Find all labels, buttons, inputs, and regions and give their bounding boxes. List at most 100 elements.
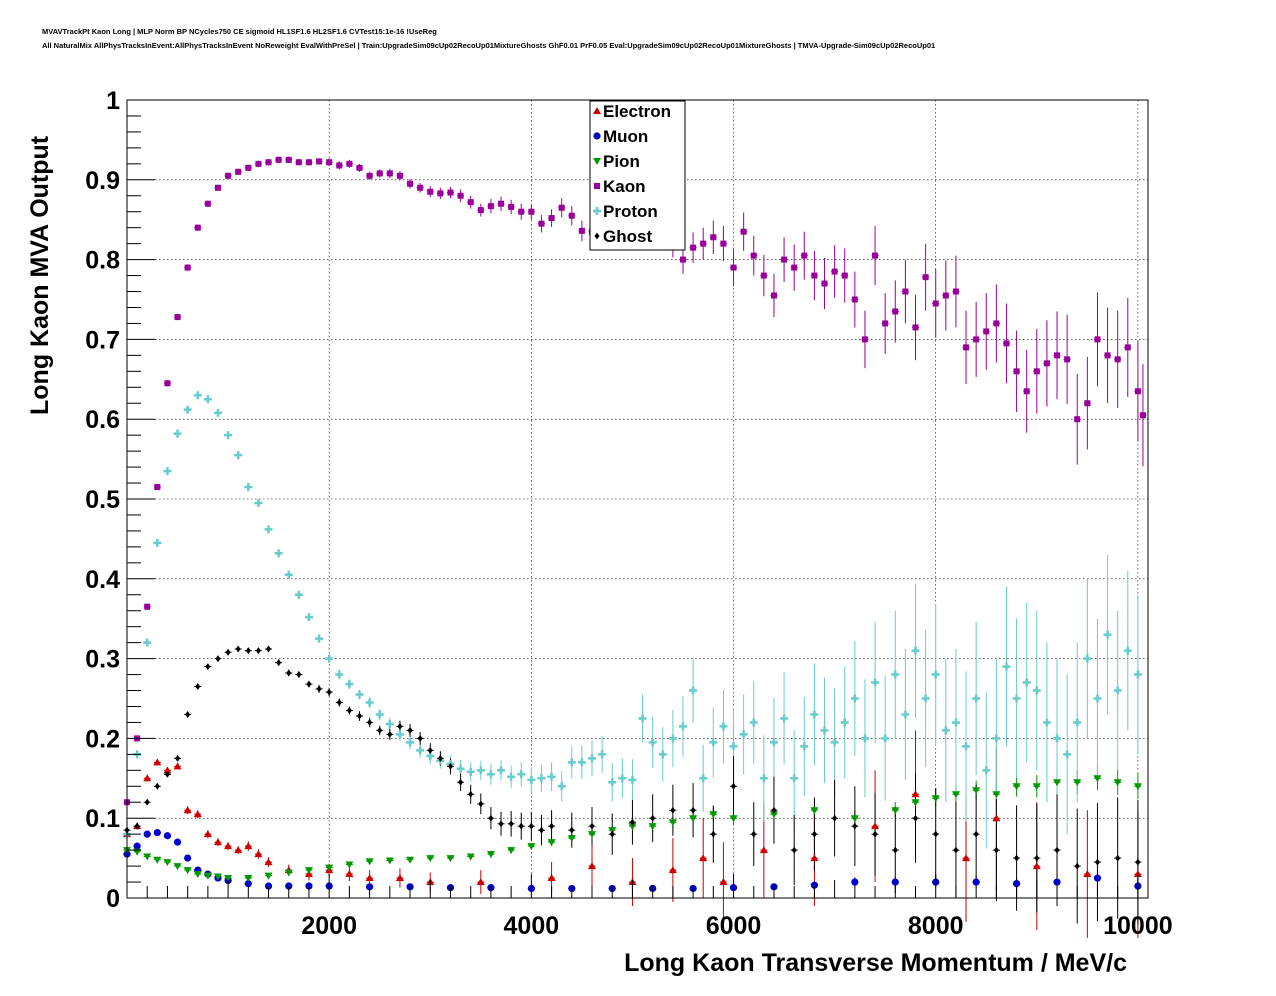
proton-point xyxy=(860,734,869,743)
muon-point xyxy=(184,854,192,862)
proton-point xyxy=(153,538,162,547)
kaon-point xyxy=(386,170,393,177)
ghost-point xyxy=(690,806,696,814)
y-tick-label: 0.7 xyxy=(85,326,120,354)
proton-point xyxy=(931,670,940,679)
muon-point xyxy=(810,881,819,889)
kaon-point xyxy=(882,320,889,327)
electron-point xyxy=(1133,870,1142,878)
kaon-point xyxy=(204,200,211,207)
proton-point xyxy=(598,750,607,759)
kaon-point xyxy=(407,180,414,187)
kaon-point xyxy=(963,344,970,351)
electron-point xyxy=(668,866,677,874)
electron-point xyxy=(395,874,404,882)
pion-point xyxy=(325,864,334,872)
proton-point xyxy=(759,774,768,783)
ghost-point xyxy=(1034,854,1040,862)
pion-point xyxy=(203,872,212,880)
kaon-point xyxy=(1124,344,1131,351)
kaon-point xyxy=(993,320,1000,327)
ghost-point xyxy=(357,712,363,720)
proton-point xyxy=(840,718,849,727)
ghost-point xyxy=(346,706,352,714)
proton-point xyxy=(1133,670,1142,679)
kaon-point xyxy=(275,156,282,163)
proton-point xyxy=(1063,750,1072,759)
kaon-point xyxy=(942,292,949,299)
muon-point xyxy=(173,838,182,846)
proton-point xyxy=(1123,646,1132,655)
kaon-point xyxy=(1003,340,1010,347)
kaon-point xyxy=(265,159,272,166)
kaon-point xyxy=(558,204,565,211)
ghost-point xyxy=(266,645,272,653)
kaon-point xyxy=(770,292,777,299)
legend-label-proton: Proton xyxy=(603,202,658,221)
electron-point xyxy=(224,842,233,850)
ghost-point xyxy=(205,663,211,671)
ghost-point xyxy=(953,846,959,854)
muon-point xyxy=(244,880,252,888)
pion-point xyxy=(628,823,637,831)
electron-point xyxy=(183,806,192,814)
proton-point xyxy=(395,730,404,739)
ghost-point xyxy=(276,659,282,667)
pion-point xyxy=(486,851,495,859)
kaon-point xyxy=(1033,368,1040,375)
proton-point xyxy=(315,634,324,643)
x-tick-label: 4000 xyxy=(504,912,560,940)
proton-point xyxy=(345,680,354,689)
kaon-point xyxy=(396,172,403,179)
kaon-point xyxy=(710,234,717,241)
electron-point xyxy=(345,870,354,878)
legend-label-pion: Pion xyxy=(603,152,640,171)
kaon-point xyxy=(902,288,909,295)
ghost-point xyxy=(538,826,544,834)
proton-point xyxy=(517,770,526,779)
proton-point xyxy=(213,408,222,417)
kaon-point xyxy=(1054,352,1061,359)
kaon-point xyxy=(154,484,161,491)
kaon-point xyxy=(487,203,494,210)
proton-point xyxy=(881,734,890,743)
pion-point xyxy=(1133,783,1142,791)
proton-point xyxy=(173,429,182,438)
ghost-point xyxy=(316,685,322,693)
ghost-point xyxy=(518,822,524,830)
kaon-point xyxy=(760,272,767,279)
proton-point xyxy=(466,767,475,776)
x-tick-label: 10000 xyxy=(1103,912,1173,940)
y-tick-label: 0.5 xyxy=(85,486,120,514)
y-tick-label: 0.3 xyxy=(85,646,120,674)
muon-point xyxy=(891,878,899,886)
legend-label-electron: Electron xyxy=(603,102,671,121)
pion-point xyxy=(891,807,900,815)
kaon-point xyxy=(366,172,373,179)
proton-point xyxy=(416,746,425,755)
ghost-point xyxy=(1094,858,1100,866)
kaon-point xyxy=(861,336,868,343)
ghost-point xyxy=(286,669,292,677)
pion-point xyxy=(588,831,597,839)
kaon-point xyxy=(679,256,686,263)
y-tick-label: 0 xyxy=(106,885,120,913)
ghost-point xyxy=(336,698,342,706)
ghost-point xyxy=(377,726,383,734)
kaon-point xyxy=(548,215,555,222)
pion-point xyxy=(769,811,778,819)
kaon-point xyxy=(235,168,242,175)
y-tick-label: 0.6 xyxy=(85,406,120,434)
proton-point xyxy=(800,742,809,751)
kaon-point xyxy=(952,288,959,295)
pion-point xyxy=(648,823,657,831)
ghost-point xyxy=(447,762,453,770)
proton-point xyxy=(608,778,617,787)
legend-marker-muon xyxy=(593,132,601,140)
kaon-point xyxy=(184,264,191,271)
kaon-point xyxy=(508,203,515,210)
proton-point xyxy=(375,710,384,719)
proton-point xyxy=(365,698,374,707)
axis-ticks xyxy=(127,99,1139,899)
